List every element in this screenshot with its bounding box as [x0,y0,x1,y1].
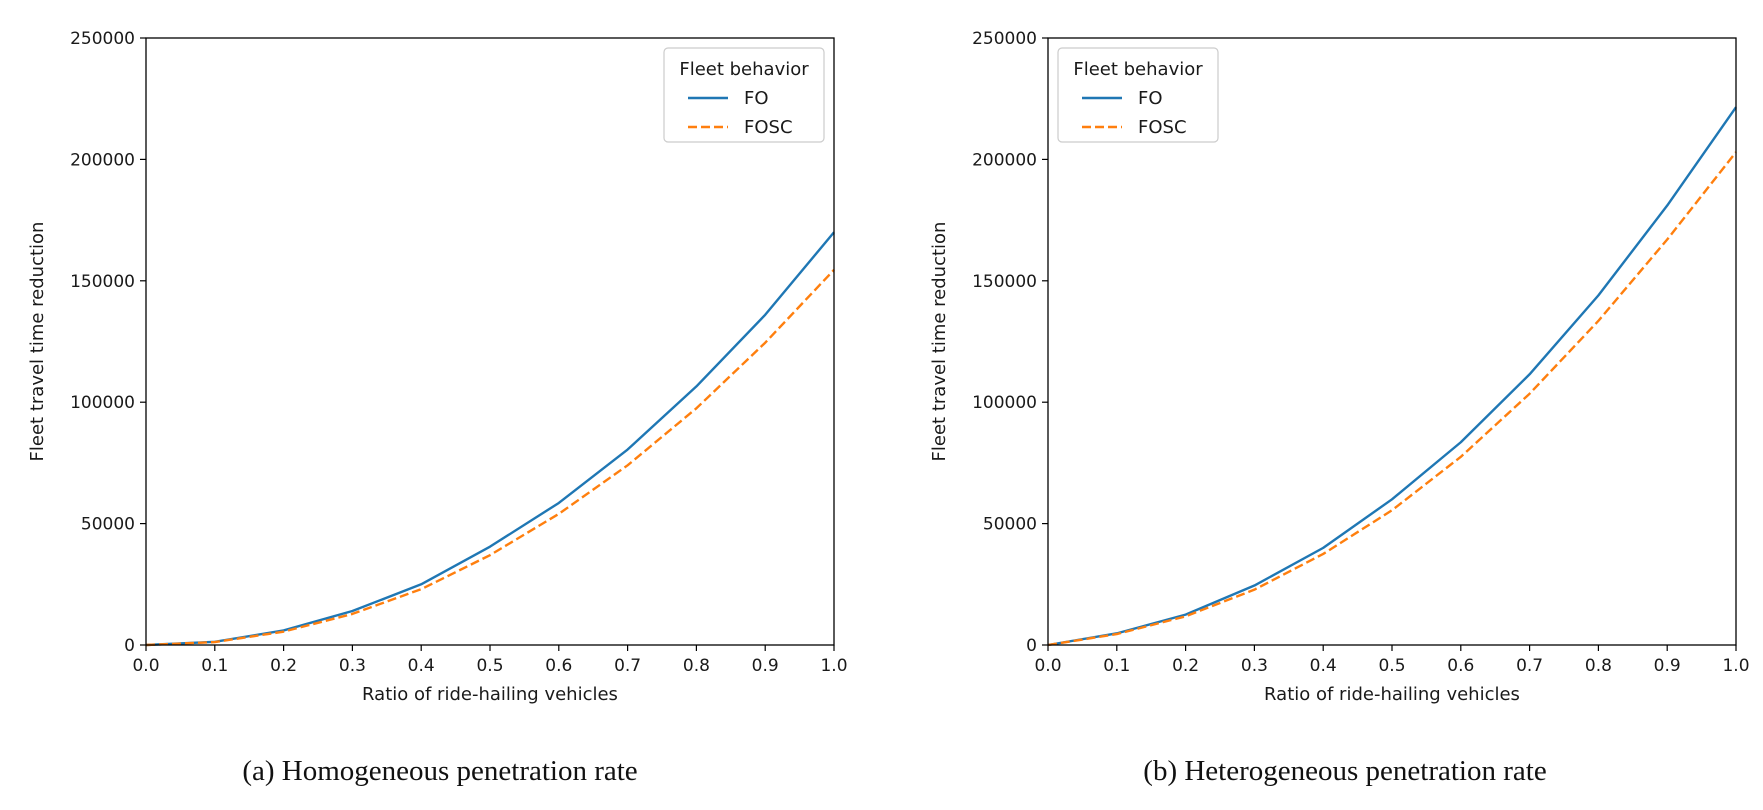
x-tick-label: 1.0 [1722,656,1749,676]
x-tick-label: 0.5 [476,656,503,676]
series-line-fosc [1047,151,1737,647]
x-tick-label: 0.9 [1654,656,1681,676]
x-tick-label: 0.6 [545,656,572,676]
x-tick-label: 0.9 [752,656,779,676]
x-tick-label: 0.0 [1034,656,1061,676]
series-line-fo [145,231,835,647]
legend-label-fo: FO [744,88,769,109]
x-tick-label: 0.4 [1310,656,1337,676]
x-tick-label: 0.2 [1172,656,1199,676]
y-tick-label: 150000 [70,272,135,292]
x-tick-label: 1.0 [820,656,847,676]
x-axis-label: Ratio of ride-hailing vehicles [1264,684,1520,705]
y-axis-label: Fleet travel time reduction [929,222,950,462]
y-tick-label: 100000 [70,393,135,413]
legend-label-fosc: FOSC [1138,117,1187,138]
legend-box [663,47,825,143]
x-tick-label: 0.2 [270,656,297,676]
legend-label-fo: FO [1138,88,1163,109]
x-tick-label: 0.4 [408,656,435,676]
x-tick-label: 0.0 [132,656,159,676]
y-axis-label: Fleet travel time reduction [27,222,48,462]
x-tick-label: 0.1 [201,656,228,676]
x-tick-label: 0.1 [1103,656,1130,676]
x-axis-label: Ratio of ride-hailing vehicles [362,684,618,705]
y-tick-label: 150000 [972,272,1037,292]
x-tick-label: 0.3 [1241,656,1268,676]
y-tick-label: 50000 [983,515,1037,535]
panel-a: 0.0 0.1 0.2 0.3 0.4 0.5 0.6 0.7 0.8 0.9 1.0 0 50000 1… [27,29,848,787]
y-tick-label: 0 [1026,636,1037,656]
x-tick-label: 0.6 [1447,656,1474,676]
legend: Fleet behavior FO FOSC [1057,47,1219,143]
x-tick-label: 0.5 [1378,656,1405,676]
legend-title: Fleet behavior [1073,59,1203,80]
legend-box [1057,47,1219,143]
y-tick-label: 100000 [972,393,1037,413]
y-tick-label: 250000 [972,29,1037,49]
legend-title: Fleet behavior [679,59,809,80]
x-tick-label: 0.8 [683,656,710,676]
y-tick-label: 0 [124,636,135,656]
series-line-fosc [145,269,835,647]
y-tick-label: 200000 [972,150,1037,170]
figure-caption: (b) Heterogeneous penetration rate [1143,755,1546,787]
x-tick-label: 0.7 [1516,656,1543,676]
x-tick-label: 0.8 [1585,656,1612,676]
y-tick-label: 50000 [81,515,135,535]
x-tick-label: 0.7 [614,656,641,676]
panel-b: 0.0 0.1 0.2 0.3 0.4 0.5 0.6 0.7 0.8 0.9 1.0 0 50000 1… [929,29,1750,787]
figure-caption: (a) Homogeneous penetration rate [242,755,637,787]
y-tick-label: 250000 [70,29,135,49]
x-tick-label: 0.3 [339,656,366,676]
legend: Fleet behavior FO FOSC [663,47,825,143]
y-tick-label: 200000 [70,150,135,170]
series-line-fo [1047,106,1737,647]
legend-label-fosc: FOSC [744,117,793,138]
